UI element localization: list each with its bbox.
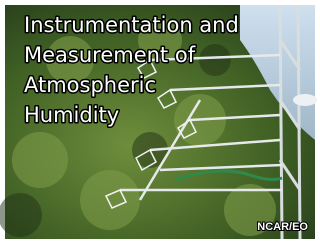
credit: NCAR/EO	[257, 221, 308, 233]
photo: Instrumentation and Measurement of Atmos…	[0, 0, 320, 244]
title-line: Measurement of	[24, 43, 196, 67]
title-line: Humidity	[24, 103, 119, 127]
title-line: Atmospheric	[24, 73, 156, 97]
title-line: Instrumentation and	[24, 13, 239, 37]
page: Instrumentation and Measurement of Atmos…	[0, 0, 320, 244]
